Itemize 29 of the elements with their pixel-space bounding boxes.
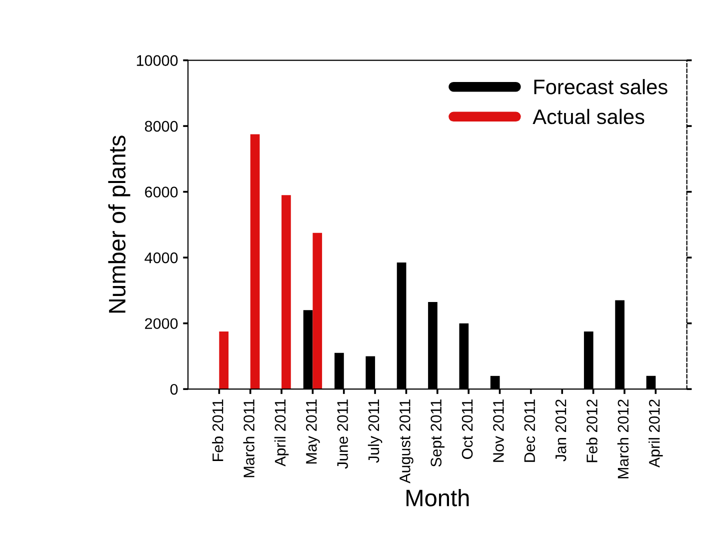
x-tick-label: Feb 2012 [586,400,598,462]
bar [312,232,322,390]
y-tick-label: 8000 [144,120,178,132]
x-tick-label: May 2011 [306,400,320,464]
bar [282,195,291,390]
x-tick-label: March 2011 [243,400,254,478]
y-tick-label: 6000 [145,186,178,198]
x-tick-label: April 2012 [648,400,663,468]
y-tick-label: 0 [170,384,178,395]
bar [219,332,229,390]
x-tick-label: April 2011 [274,400,289,466]
x-axis-title: Month [406,489,469,506]
x-tick-label: March 2012 [617,400,629,478]
y-tick-label: 4000 [144,252,178,264]
bar [250,134,260,390]
x-tick-label: Dec 2011 [524,400,536,462]
x-tick-label: Sept 2011 [430,400,445,467]
x-tick-label: Feb 2011 [212,400,224,461]
x-tick-label: Oct 2011 [462,400,473,459]
x-tick-label: June 2011 [337,400,348,469]
x-tick-label: July 2011 [368,400,382,463]
y-tick-label: 2000 [145,318,178,330]
x-tick-label: August 2011 [400,400,414,484]
y-axis-title: Number of plants [108,136,130,313]
x-tick-label: Nov 2011 [493,400,504,462]
x-tick-label: Jan 2012 [555,400,566,462]
y-tick-label: 10000 [136,55,178,66]
legend-label: Forecast sales [534,79,668,94]
legend-label: Actual sales [532,108,644,124]
